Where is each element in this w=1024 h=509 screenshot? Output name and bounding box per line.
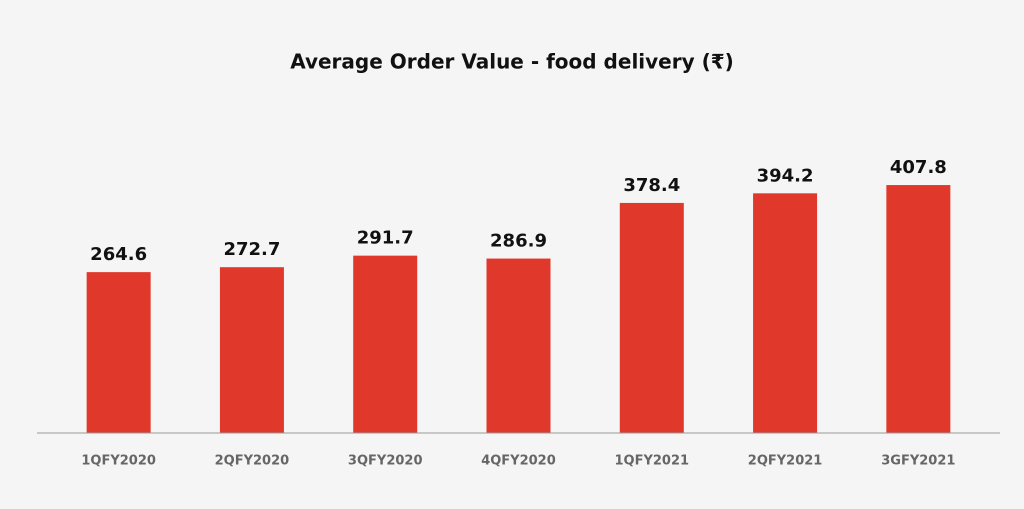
bar	[753, 193, 818, 433]
bar	[219, 267, 284, 433]
value-label: 378.4	[623, 175, 680, 196]
bar	[86, 272, 151, 433]
value-label: 286.9	[490, 231, 547, 252]
bar	[619, 202, 684, 433]
value-label: 272.7	[223, 239, 280, 260]
bar	[353, 255, 418, 433]
bar	[886, 185, 951, 433]
value-label: 264.6	[90, 244, 147, 265]
bar	[486, 258, 551, 433]
x-tick-label: 2QFY2021	[748, 454, 823, 469]
x-tick-label: 1QFY2021	[614, 454, 689, 469]
x-tick-label: 2QFY2020	[215, 454, 290, 469]
x-tick-label: 3QFY2020	[348, 454, 423, 469]
x-tick-label: 1QFY2020	[81, 454, 156, 469]
value-label: 394.2	[757, 165, 814, 186]
value-label: 291.7	[357, 228, 414, 249]
x-tick-label: 3GFY2021	[881, 454, 955, 469]
chart-title: Average Order Value - food delivery (₹)	[290, 50, 734, 74]
x-tick-label: 4QFY2020	[481, 454, 556, 469]
value-label: 407.8	[890, 157, 947, 178]
